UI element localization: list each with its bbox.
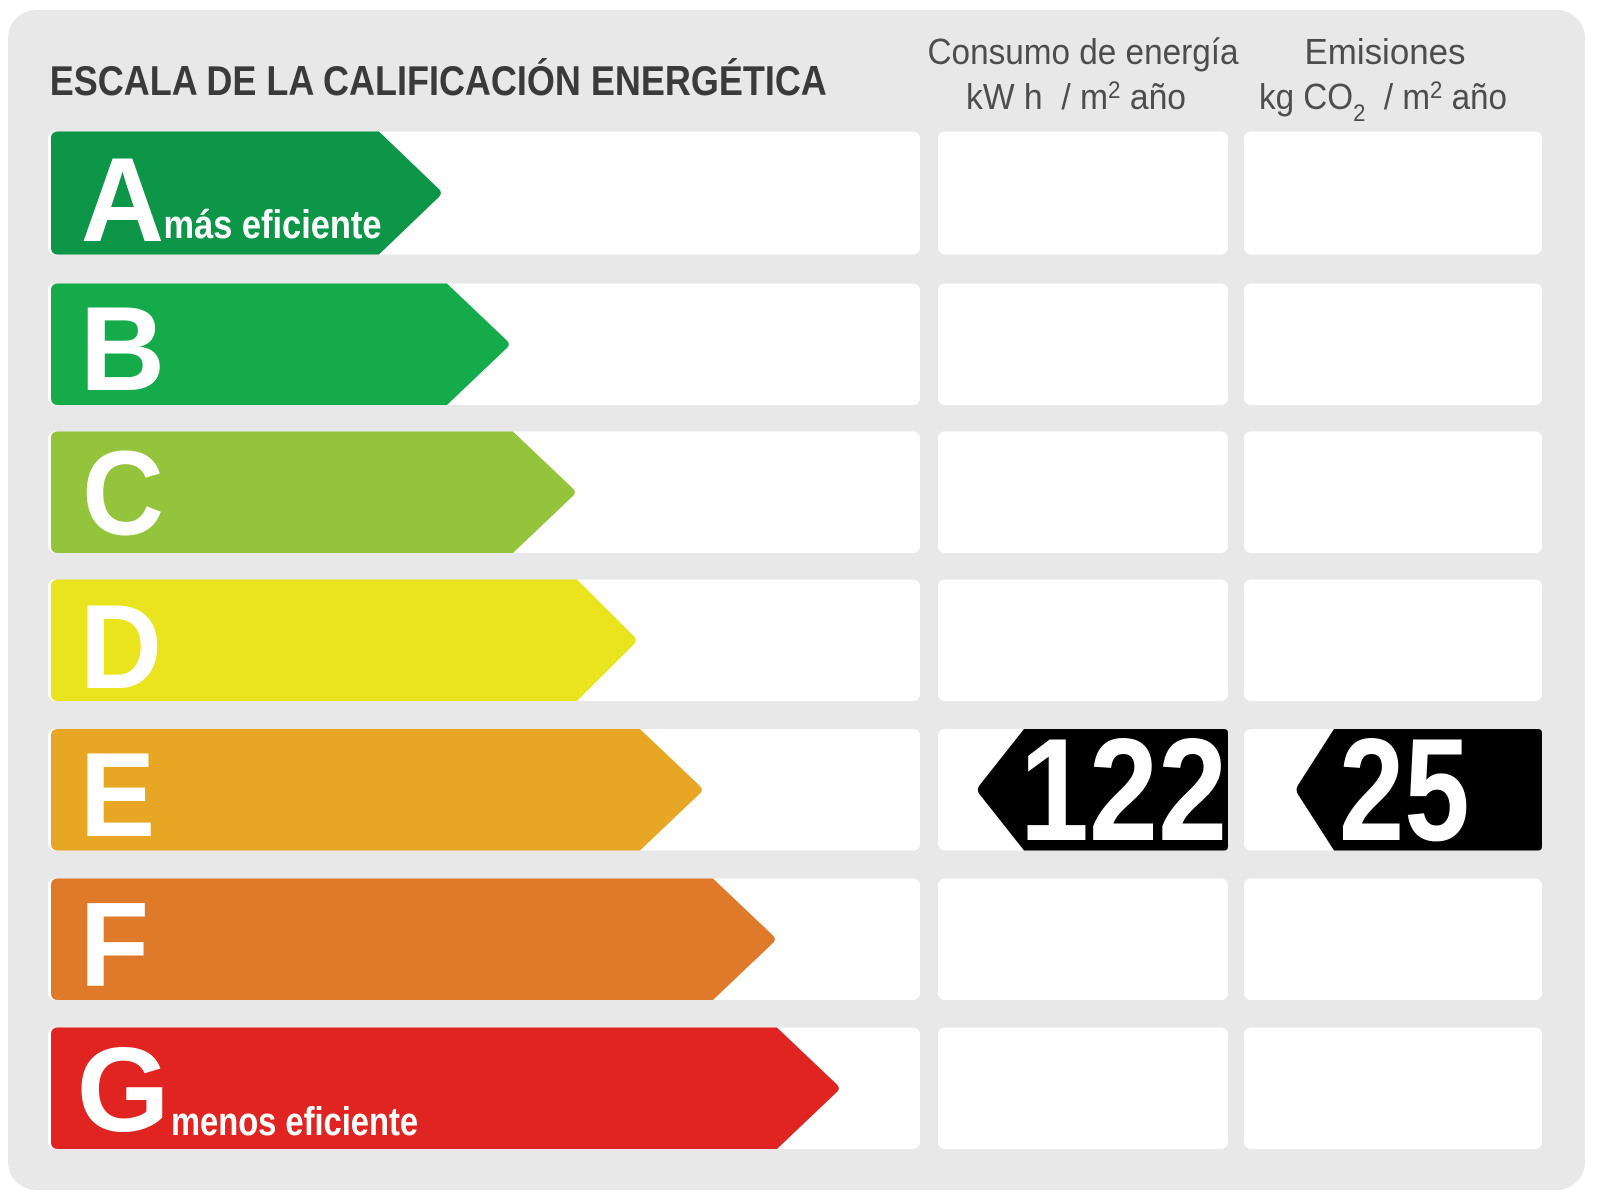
svg-text:Emisiones: Emisiones: [1305, 31, 1466, 72]
svg-text:B: B: [80, 282, 165, 416]
svg-text:G: G: [77, 1023, 170, 1157]
svg-text:25: 25: [1339, 708, 1470, 871]
svg-text:122: 122: [1020, 708, 1227, 871]
svg-text:Consumo de energía: Consumo de energía: [928, 31, 1240, 72]
svg-text:D: D: [80, 580, 162, 714]
svg-text:E: E: [80, 728, 155, 862]
svg-text:menos eficiente: menos eficiente: [171, 1100, 418, 1144]
svg-text:C: C: [82, 427, 164, 561]
svg-text:F: F: [80, 878, 149, 1012]
svg-text:más eficiente: más eficiente: [164, 203, 382, 247]
svg-text:ESCALA DE LA CALIFICACIÓN ENER: ESCALA DE LA CALIFICACIÓN ENERGÉTICA: [50, 56, 827, 104]
svg-text:A: A: [81, 133, 164, 267]
svg-text:kW h / m2 año: kW h / m2 año: [966, 76, 1186, 117]
